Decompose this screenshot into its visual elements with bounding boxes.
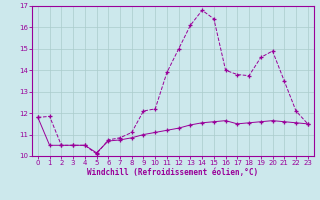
X-axis label: Windchill (Refroidissement éolien,°C): Windchill (Refroidissement éolien,°C): [87, 168, 258, 177]
